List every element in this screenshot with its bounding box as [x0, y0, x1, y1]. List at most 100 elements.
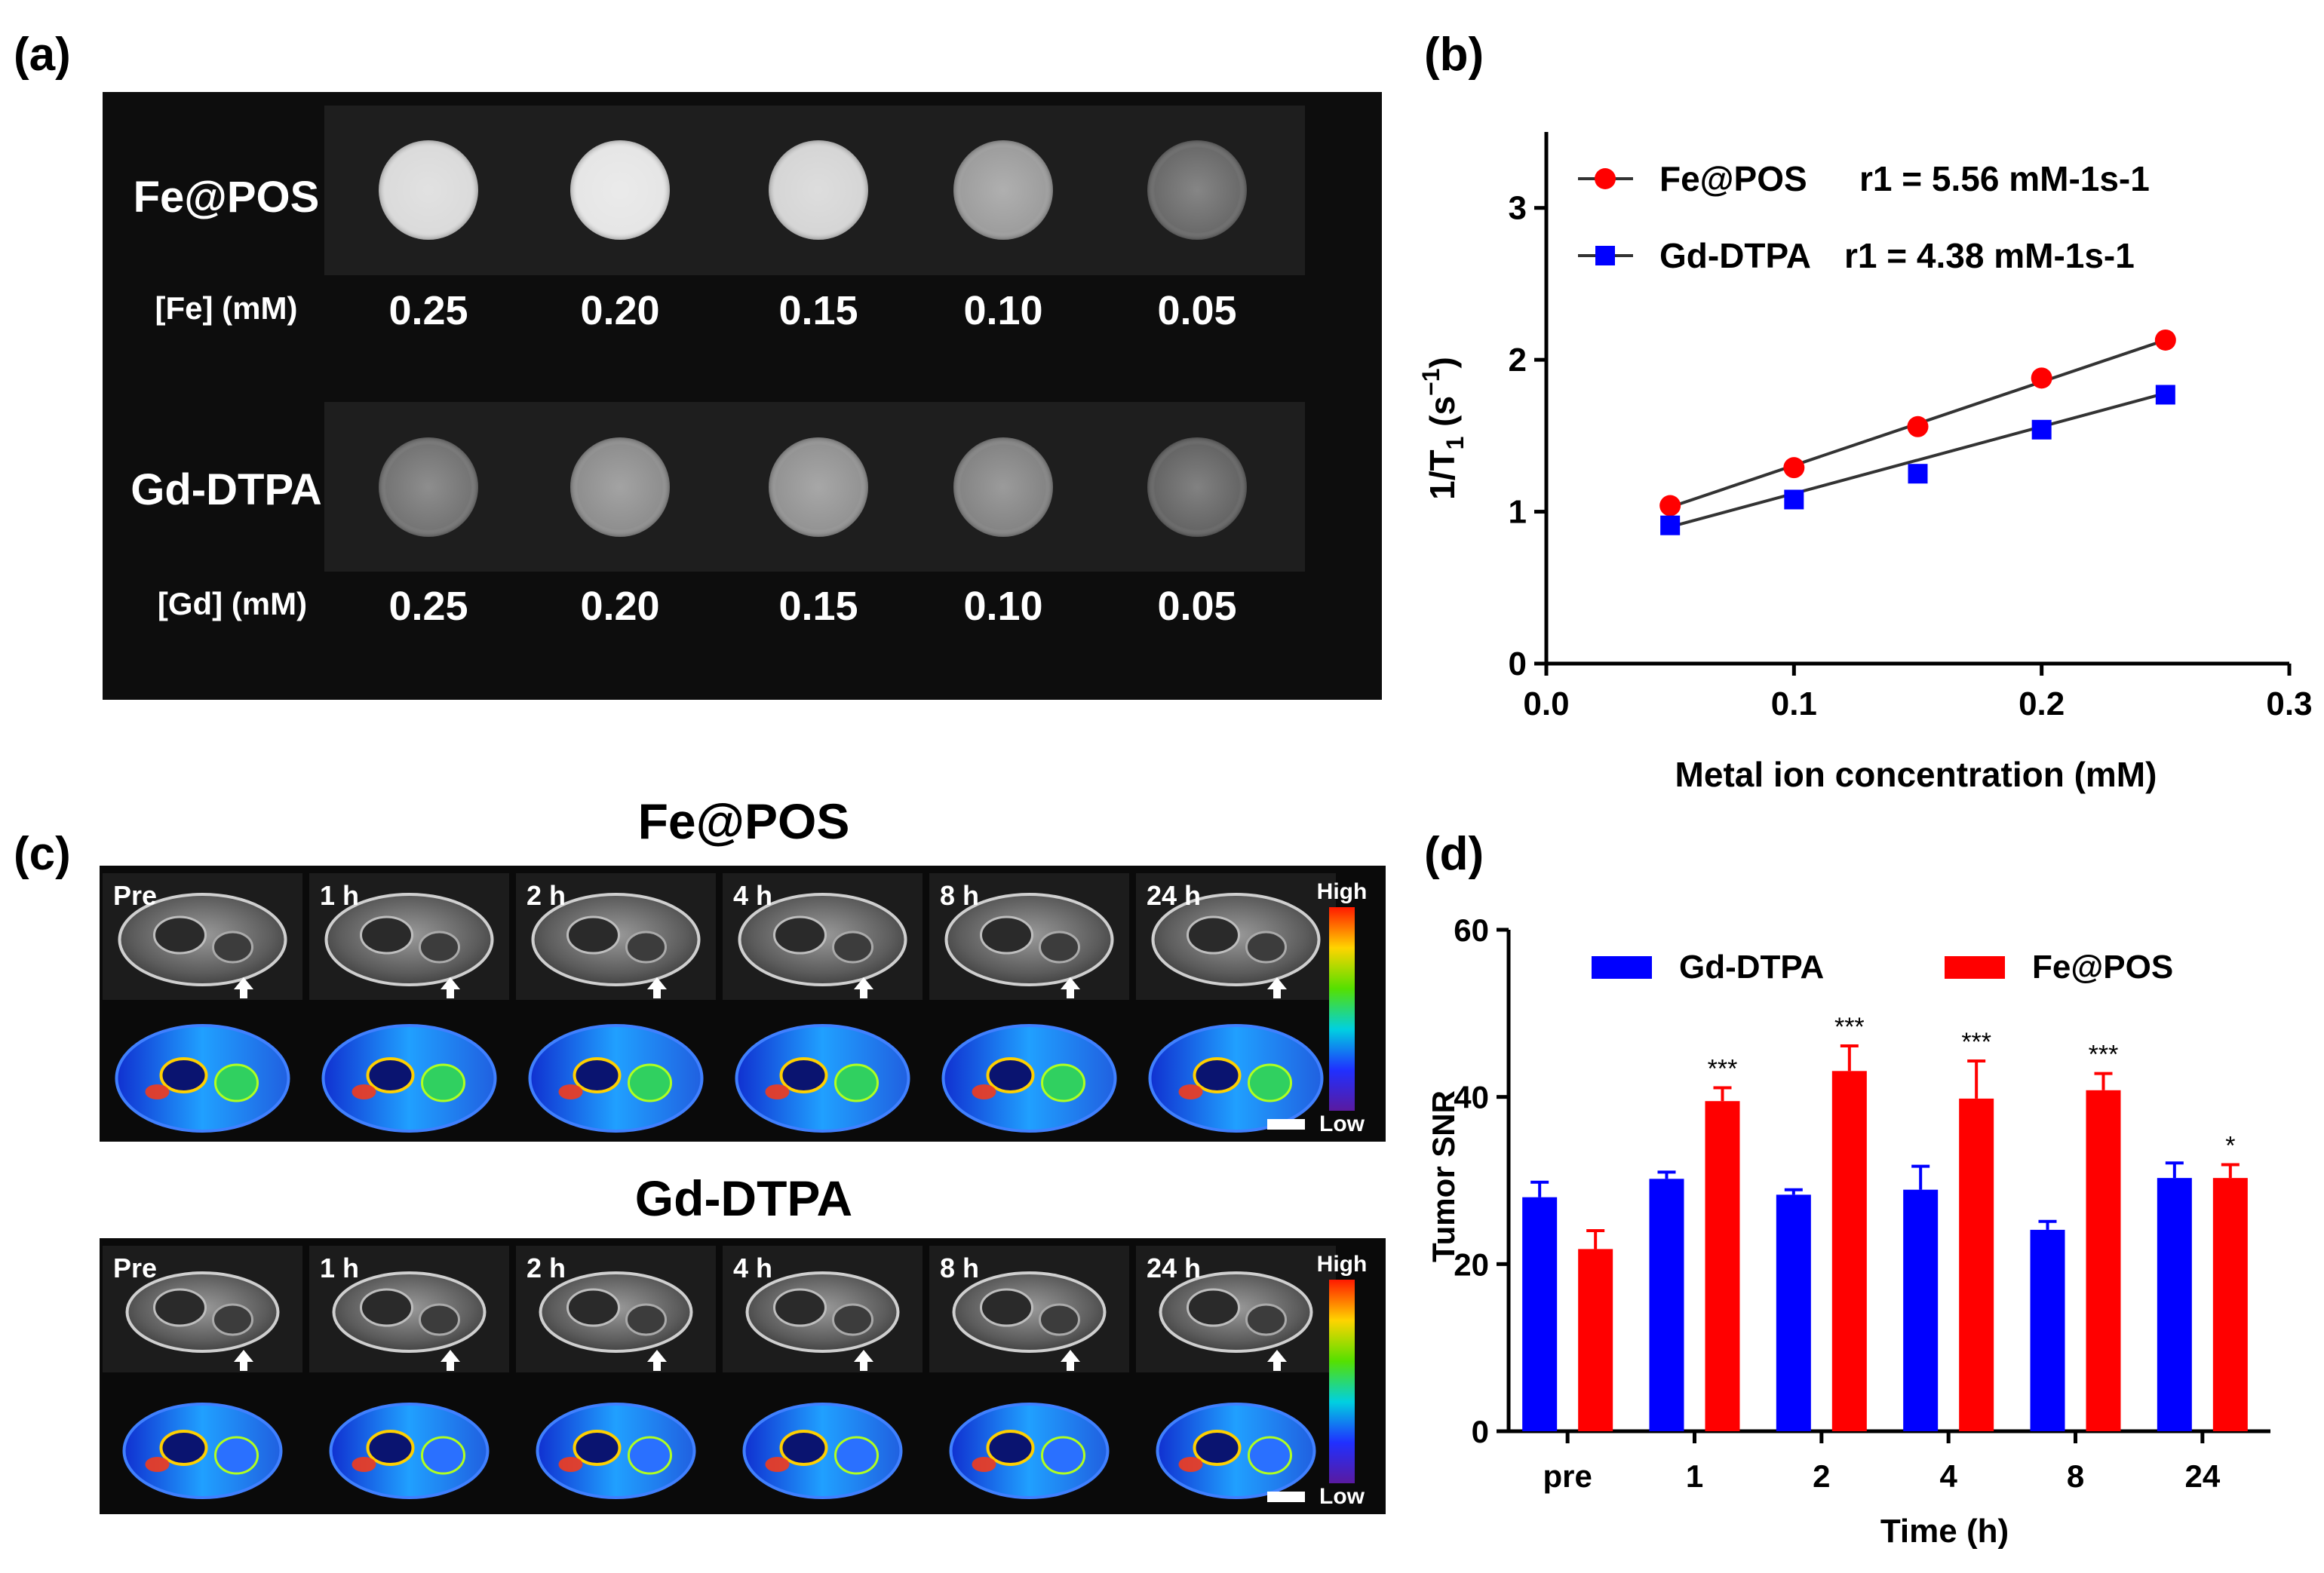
mri-heatmap-hotspot — [1178, 1457, 1203, 1472]
tumor-arrow-icon — [441, 977, 460, 998]
d-bar — [2086, 1090, 2121, 1431]
b-fit-line — [1669, 391, 2166, 529]
mri-organ-gray — [832, 931, 873, 964]
mri-organ-gray — [566, 1288, 620, 1327]
mri-heatmap-organ — [159, 1057, 208, 1093]
conc-label-gd: [Gd] (mM) — [158, 586, 307, 621]
b-legend-name: Gd-DTPA — [1659, 236, 1811, 275]
phantom-shading — [1147, 437, 1247, 537]
concentration-label: 0.05 — [1157, 584, 1236, 629]
mri-timepoint-label: 8 h — [940, 1253, 979, 1283]
mri-heatmap-hotspot — [972, 1457, 996, 1472]
d-x-tick-label: pre — [1543, 1458, 1592, 1494]
mri-heatmap-organ — [986, 1430, 1035, 1466]
phantom-shading — [1147, 140, 1247, 240]
d-bar — [1578, 1249, 1613, 1431]
panel-label-a: (a) — [14, 29, 71, 81]
mri-organ-gray — [360, 915, 413, 955]
b-data-point — [1908, 464, 1928, 484]
d-bar — [1776, 1194, 1811, 1431]
d-bar — [1522, 1197, 1558, 1431]
mri-heatmap-hotspot — [352, 1457, 376, 1472]
b-y-tick-label: 2 — [1509, 342, 1527, 379]
colorbar — [1329, 907, 1355, 1111]
d-bar — [1903, 1189, 1939, 1431]
b-data-point — [1783, 457, 1805, 479]
d-legend-label: Fe@POS — [2032, 949, 2173, 986]
d-x-tick-label: 2 — [1813, 1458, 1830, 1494]
d-y-tick-label: 40 — [1454, 1080, 1489, 1115]
mri-timepoint-label: Pre — [113, 1253, 157, 1283]
mri-heatmap-tumor — [214, 1063, 259, 1102]
row-name-fe: Fe@POS — [134, 173, 320, 222]
c-title-fe: Fe@POS — [638, 793, 850, 849]
tumor-arrow-icon — [1267, 1350, 1287, 1371]
tumor-arrow-icon — [647, 977, 667, 998]
mri-organ-gray — [980, 1288, 1033, 1327]
mri-heatmap-organ — [1193, 1430, 1242, 1466]
mri-organ-gray — [625, 1303, 667, 1336]
mri-timepoint-label: 4 h — [733, 880, 772, 911]
tumor-arrow-icon — [1061, 977, 1080, 998]
mri-heatmap-organ — [366, 1430, 415, 1466]
mri-heatmap-hotspot — [765, 1457, 790, 1472]
mri-organ-gray — [625, 931, 667, 964]
phantom-shading — [379, 437, 478, 537]
b-data-point — [1660, 515, 1681, 535]
d-bar — [1649, 1179, 1684, 1431]
tumor-arrow-icon — [234, 977, 253, 998]
mri-organ-gray — [1187, 915, 1240, 955]
phantom-shading — [570, 140, 670, 240]
tumor-arrow-icon — [1061, 1350, 1080, 1371]
mri-organ-gray — [419, 1303, 460, 1336]
d-y-tick-label: 20 — [1454, 1246, 1489, 1282]
d-significance-marker: *** — [1708, 1054, 1738, 1083]
scale-bar — [1267, 1492, 1305, 1502]
concentration-label: 0.20 — [580, 584, 659, 629]
concentration-label: 0.10 — [963, 288, 1042, 333]
row-name-gd: Gd-DTPA — [130, 465, 321, 514]
d-bar — [1959, 1098, 1994, 1431]
mri-heatmap-tumor — [421, 1436, 465, 1475]
b-y-axis-label: 1/T1 (s−1) — [1417, 357, 1469, 500]
d-bar — [1705, 1101, 1740, 1431]
colorbar-high-label: High — [1317, 879, 1368, 904]
mri-heatmap-hotspot — [145, 1084, 170, 1099]
mri-heatmap-hotspot — [1178, 1084, 1203, 1099]
concentration-label: 0.05 — [1157, 288, 1236, 333]
phantom-shading — [953, 437, 1053, 537]
d-y-tick-label: 0 — [1472, 1414, 1489, 1449]
mri-organ-gray — [1187, 1288, 1240, 1327]
mri-heatmap-tumor — [628, 1063, 672, 1102]
mri-heatmap-organ — [159, 1430, 208, 1466]
b-y-tick-label: 3 — [1509, 190, 1527, 227]
mri-heatmap-hotspot — [558, 1084, 583, 1099]
mri-organ-gray — [832, 1303, 873, 1336]
mri-heatmap-hotspot — [145, 1457, 170, 1472]
mri-heatmap-tumor — [1041, 1063, 1085, 1102]
phantom-shading — [953, 140, 1053, 240]
b-y-tick-label: 1 — [1509, 494, 1527, 531]
mri-heatmap-organ — [779, 1057, 828, 1093]
b-data-point — [2031, 419, 2052, 440]
phantom-shading — [769, 437, 868, 537]
scale-bar — [1267, 1119, 1305, 1130]
mri-timepoint-label: Pre — [113, 880, 157, 911]
d-x-tick-label: 24 — [2184, 1458, 2220, 1494]
d-legend-label: Gd-DTPA — [1679, 949, 1824, 986]
panel-label-b: (b) — [1424, 29, 1484, 81]
d-bar — [2212, 1178, 2248, 1431]
conc-label-fe: [Fe] (mM) — [155, 290, 298, 326]
mri-heatmap-tumor — [1248, 1436, 1292, 1475]
mri-organ-gray — [773, 915, 827, 955]
b-legend-value: r1 = 4.38 mM-1s-1 — [1844, 236, 2135, 275]
mri-organ-gray — [153, 1288, 207, 1327]
mri-heatmap-organ — [573, 1430, 622, 1466]
b-y-tick-label: 0 — [1509, 645, 1527, 682]
b-data-point — [1784, 489, 1804, 510]
mri-heatmap-organ — [986, 1057, 1035, 1093]
mri-heatmap-tumor — [421, 1063, 465, 1102]
colorbar-low-label: Low — [1319, 1484, 1365, 1509]
phantom-shading — [379, 140, 478, 240]
b-legend-marker — [1595, 168, 1616, 189]
